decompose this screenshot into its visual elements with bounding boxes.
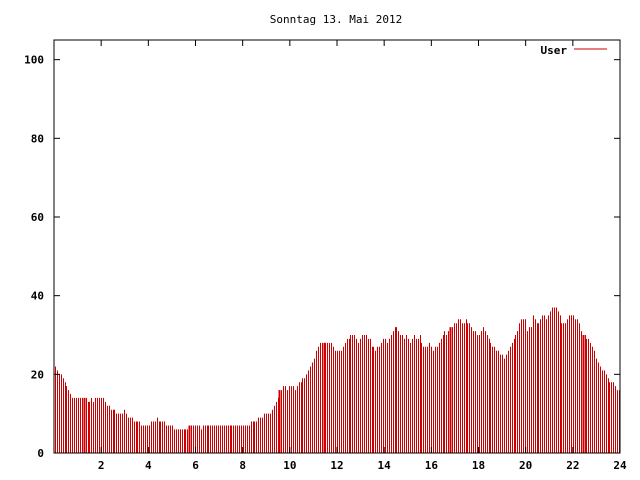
- x-tick-label: 10: [283, 459, 296, 472]
- y-tick-label: 80: [31, 132, 44, 145]
- y-tick-label: 40: [31, 290, 44, 303]
- legend-label: User: [541, 44, 568, 57]
- x-tick-label: 18: [472, 459, 485, 472]
- y-tick-label: 0: [37, 447, 44, 460]
- x-tick-label: 4: [145, 459, 152, 472]
- y-tick-label: 20: [31, 368, 44, 381]
- x-tick-label: 14: [378, 459, 392, 472]
- x-tick-label: 8: [239, 459, 246, 472]
- x-tick-label: 12: [330, 459, 343, 472]
- x-tick-label: 24: [613, 459, 627, 472]
- plot-frame: [53, 39, 621, 454]
- x-tick-label: 16: [425, 459, 439, 472]
- x-tick-label: 2: [98, 459, 105, 472]
- y-tick-label: 100: [24, 54, 44, 67]
- legend: User: [541, 44, 607, 57]
- bars-layer: [55, 307, 620, 453]
- y-tick-label: 60: [31, 211, 44, 224]
- x-tick-label: 6: [192, 459, 199, 472]
- x-tick-label: 20: [519, 459, 532, 472]
- chart-title: Sonntag 13. Mai 2012: [270, 13, 402, 26]
- x-tick-label: 22: [566, 459, 579, 472]
